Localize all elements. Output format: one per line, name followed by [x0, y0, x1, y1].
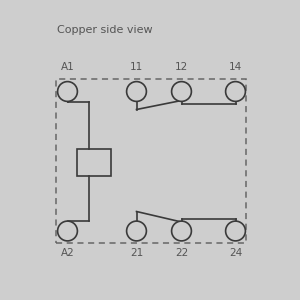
Text: 14: 14 — [229, 62, 242, 73]
Bar — [76, 148, 111, 176]
Circle shape — [226, 82, 245, 101]
Text: 22: 22 — [175, 248, 188, 259]
Circle shape — [58, 82, 77, 101]
Bar — [56, 80, 246, 243]
Circle shape — [58, 221, 77, 241]
Circle shape — [127, 221, 146, 241]
Text: 21: 21 — [130, 248, 143, 259]
Text: 24: 24 — [229, 248, 242, 259]
Circle shape — [172, 221, 191, 241]
Text: A1: A1 — [61, 62, 74, 73]
Text: 11: 11 — [130, 62, 143, 73]
Text: 12: 12 — [175, 62, 188, 73]
Circle shape — [172, 82, 191, 101]
Circle shape — [226, 221, 245, 241]
Circle shape — [127, 82, 146, 101]
Text: A2: A2 — [61, 248, 74, 259]
Text: Copper side view: Copper side view — [57, 25, 153, 35]
